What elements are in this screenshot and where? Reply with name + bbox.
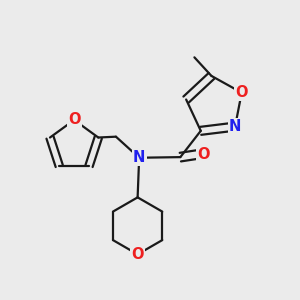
- Text: O: O: [68, 112, 80, 128]
- Text: N: N: [133, 150, 146, 165]
- Text: O: O: [197, 146, 210, 161]
- Text: O: O: [236, 85, 248, 100]
- Text: O: O: [131, 247, 144, 262]
- Text: N: N: [229, 119, 241, 134]
